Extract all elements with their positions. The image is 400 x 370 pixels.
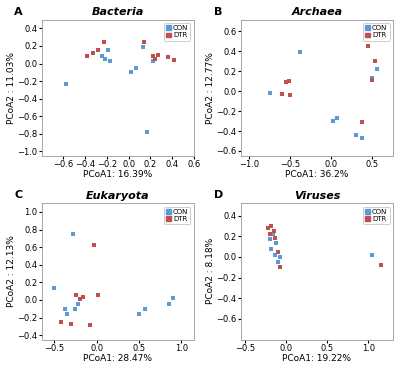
Point — [369, 77, 376, 83]
Point — [365, 43, 372, 49]
Point — [266, 236, 273, 242]
Point — [80, 294, 86, 300]
Text: C: C — [14, 191, 22, 201]
Point — [273, 240, 280, 246]
Point — [275, 259, 281, 265]
Point — [266, 90, 273, 96]
Point — [272, 235, 279, 241]
Point — [268, 223, 274, 229]
Title: Eukaryota: Eukaryota — [86, 191, 150, 201]
Point — [171, 57, 178, 63]
Legend: CON, DTR: CON, DTR — [363, 206, 390, 224]
Text: D: D — [214, 191, 223, 201]
Point — [75, 301, 81, 307]
Point — [374, 66, 381, 72]
Point — [76, 296, 83, 302]
Point — [68, 321, 74, 327]
Point — [272, 252, 278, 258]
Point — [142, 306, 148, 312]
Point — [287, 92, 294, 98]
Point — [58, 319, 64, 325]
Point — [359, 119, 365, 125]
X-axis label: PCoA1: 36.2%: PCoA1: 36.2% — [285, 171, 349, 179]
Point — [84, 53, 90, 58]
Point — [64, 311, 70, 317]
Point — [152, 56, 158, 62]
Legend: CON, DTR: CON, DTR — [363, 23, 390, 41]
Point — [155, 52, 161, 58]
Text: B: B — [214, 7, 222, 17]
Point — [72, 306, 78, 312]
Point — [87, 322, 93, 327]
Title: Bacteria: Bacteria — [92, 7, 144, 17]
Point — [105, 47, 111, 53]
Point — [265, 225, 271, 231]
Point — [330, 118, 336, 124]
Point — [277, 264, 284, 270]
Point — [150, 53, 156, 58]
Point — [165, 301, 172, 307]
Point — [128, 69, 134, 75]
Point — [144, 129, 150, 135]
Point — [95, 292, 102, 297]
Point — [107, 58, 114, 64]
Point — [70, 231, 76, 237]
Point — [297, 50, 303, 56]
Point — [270, 231, 276, 237]
Point — [61, 306, 68, 312]
Point — [150, 58, 156, 64]
Point — [268, 246, 274, 252]
Point — [102, 56, 108, 62]
Legend: CON, DTR: CON, DTR — [164, 23, 190, 41]
Point — [369, 75, 376, 81]
Y-axis label: PCoA2 : 8.18%: PCoA2 : 8.18% — [206, 238, 215, 305]
X-axis label: PCoA1: 16.39%: PCoA1: 16.39% — [83, 171, 152, 179]
Point — [276, 254, 283, 260]
Point — [73, 292, 80, 297]
Point — [100, 38, 107, 44]
Point — [266, 231, 273, 237]
Point — [136, 311, 142, 317]
Point — [170, 295, 176, 301]
Title: Archaea: Archaea — [292, 7, 342, 17]
Point — [283, 79, 289, 85]
X-axis label: PCoA1: 19.22%: PCoA1: 19.22% — [282, 354, 352, 363]
Point — [91, 242, 97, 248]
Point — [141, 40, 147, 46]
Y-axis label: PCoA2 : 11.03%: PCoA2 : 11.03% — [7, 52, 16, 124]
Point — [95, 47, 102, 53]
Point — [359, 135, 365, 141]
Point — [353, 132, 359, 138]
Point — [275, 249, 281, 255]
Point — [133, 65, 140, 71]
Point — [378, 262, 384, 268]
Y-axis label: PCoA2 : 12.13%: PCoA2 : 12.13% — [7, 235, 16, 307]
Point — [279, 91, 285, 97]
Point — [372, 58, 378, 64]
Point — [140, 44, 146, 50]
Point — [51, 285, 58, 290]
Point — [165, 54, 171, 60]
Point — [62, 81, 69, 87]
Point — [98, 53, 105, 58]
Text: A: A — [14, 7, 23, 17]
Y-axis label: PCoA2 : 12.77%: PCoA2 : 12.77% — [206, 52, 215, 124]
Point — [90, 50, 96, 56]
Point — [285, 78, 292, 84]
Point — [369, 252, 376, 258]
Legend: CON, DTR: CON, DTR — [164, 206, 190, 224]
Point — [334, 115, 340, 121]
X-axis label: PCoA1: 28.47%: PCoA1: 28.47% — [83, 354, 152, 363]
Title: Viruses: Viruses — [294, 191, 340, 201]
Point — [270, 228, 277, 234]
